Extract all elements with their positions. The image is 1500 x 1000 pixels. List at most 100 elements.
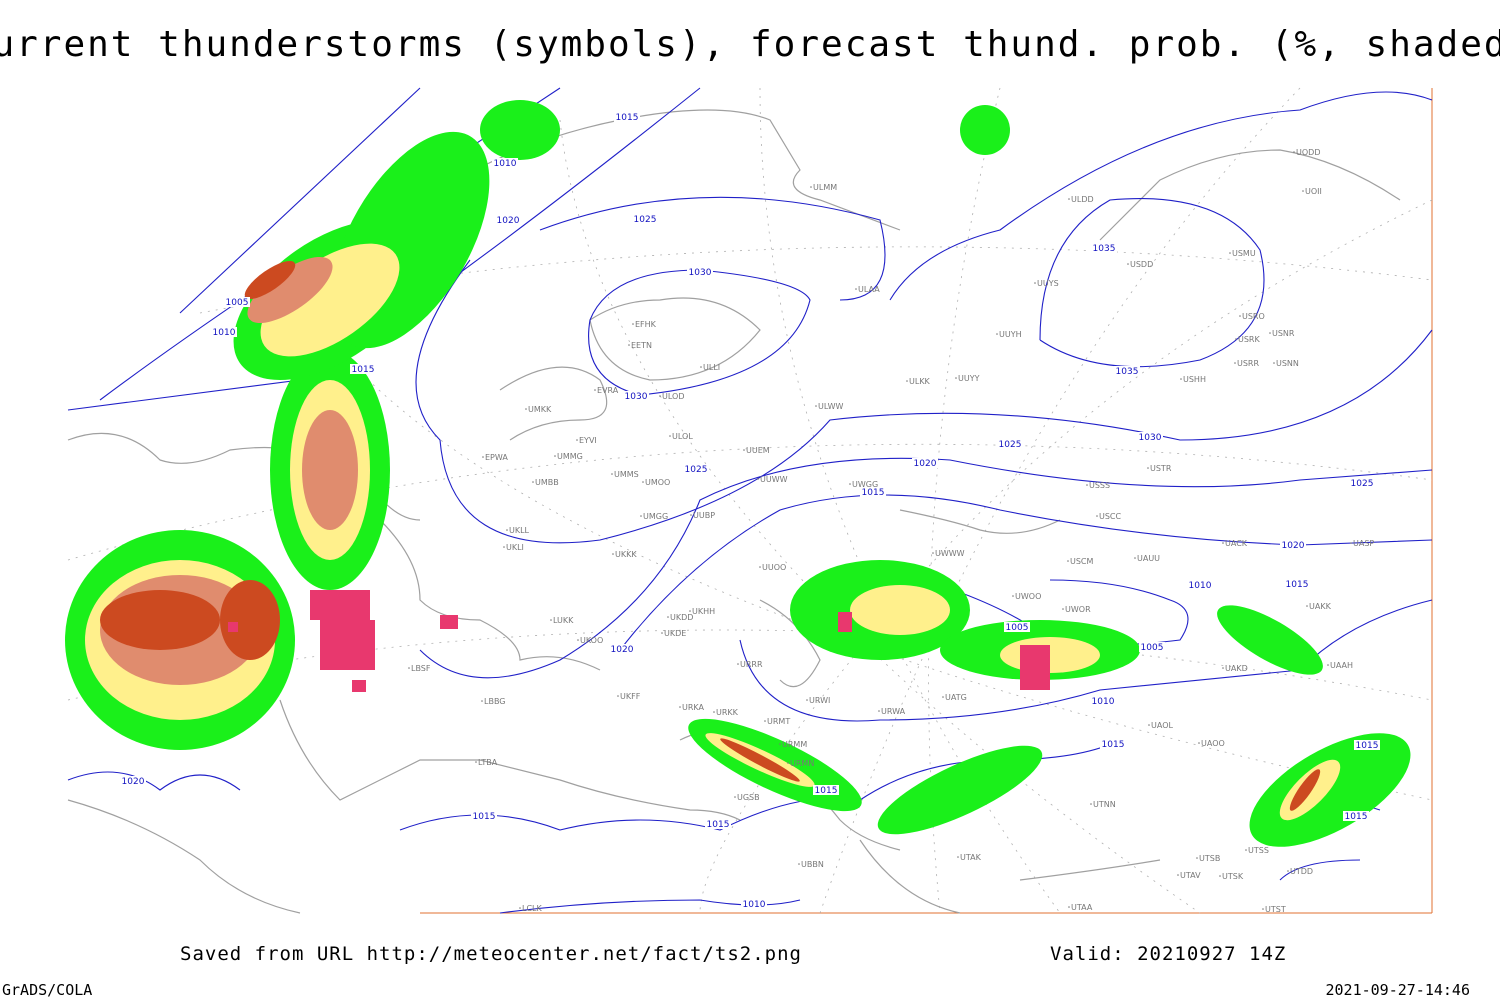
station-dot	[408, 667, 410, 669]
station-label: UTAV	[1180, 871, 1201, 880]
station-dot	[1222, 667, 1224, 669]
station-label: ULAA	[858, 285, 880, 294]
station-dot	[957, 856, 959, 858]
station-label: UUEM	[746, 446, 770, 455]
isobar-label: 1035	[1093, 244, 1116, 254]
station-dot	[757, 478, 759, 480]
station-dot	[849, 483, 851, 485]
isobar-label-bg	[211, 327, 237, 337]
station-label: USNN	[1276, 359, 1299, 368]
station-dot	[550, 619, 552, 621]
station-label: LBBG	[484, 697, 506, 706]
isobar-label-bg	[1114, 366, 1140, 376]
station-label: USDD	[1130, 260, 1153, 269]
station-dot	[815, 405, 817, 407]
isobar-label: 1015	[815, 786, 838, 796]
station-label: UAAH	[1330, 661, 1353, 670]
station-dot	[1096, 515, 1098, 517]
station-dot	[617, 695, 619, 697]
station-label: USRK	[1238, 335, 1260, 344]
station-label: USCC	[1099, 512, 1122, 521]
station-dot	[506, 529, 508, 531]
station-dot	[632, 323, 634, 325]
isobar-label-bg	[1280, 540, 1306, 550]
isobar-label: 1015	[707, 820, 730, 830]
isobar-label-bg	[632, 214, 658, 224]
isobar-label: 1015	[616, 113, 639, 123]
station-dot	[1068, 906, 1070, 908]
station-label: ULMM	[813, 183, 837, 192]
station-label: UKDD	[670, 613, 693, 622]
isobar-label: 1035	[1116, 367, 1139, 377]
isobar-label: 1005	[1006, 623, 1029, 633]
station-label: UUYS	[1037, 279, 1059, 288]
station-label: UAOL	[1151, 721, 1173, 730]
station-label: UTSK	[1222, 872, 1244, 881]
isobar-label-bg	[997, 439, 1023, 449]
isobar-label: 1015	[473, 812, 496, 822]
station-dot	[1196, 857, 1198, 859]
station-label: ULWW	[818, 402, 843, 411]
isobar-label-bg	[1187, 580, 1213, 590]
station-label: URWA	[881, 707, 906, 716]
station-label: URMM	[782, 740, 807, 749]
isobar-label: 1025	[685, 465, 708, 475]
station-dot	[955, 377, 957, 379]
station-label: ULDD	[1071, 195, 1094, 204]
station-label: UUYY	[958, 374, 980, 383]
station-dot	[878, 710, 880, 712]
station-dot	[1350, 542, 1352, 544]
isobar-label-bg	[1349, 478, 1375, 488]
station-label: URKK	[716, 708, 739, 717]
station-dot	[481, 700, 483, 702]
isobar-label: 1010	[1189, 581, 1212, 591]
station-label: UTST	[1265, 905, 1286, 914]
station-label: UGSB	[737, 793, 760, 802]
isobar-label: 1030	[625, 392, 648, 402]
station-dot	[1222, 542, 1224, 544]
station-dot	[1067, 560, 1069, 562]
station-label: UMKK	[528, 405, 552, 414]
station-label: UOII	[1305, 187, 1322, 196]
station-dot	[669, 435, 671, 437]
station-label: UMMS	[614, 470, 639, 479]
station-label: UUYH	[999, 330, 1022, 339]
station-dot	[1235, 338, 1237, 340]
station-labels: ULMM ULDD UODD UOII USDD USMU UUYS ULAA UUYH USRO…	[408, 148, 1374, 914]
isobar-label-bg	[741, 899, 767, 909]
station-label: ULLI	[703, 363, 720, 372]
isobar-label: 1010	[494, 159, 517, 169]
isobar-label-bg	[1137, 432, 1163, 442]
station-dot	[642, 481, 644, 483]
isobar-label-bg	[623, 391, 649, 401]
station-label: URMT	[767, 717, 790, 726]
station-label: URMN	[790, 759, 814, 768]
station-dot	[1147, 467, 1149, 469]
isobar-label: 1025	[999, 440, 1022, 450]
station-label: UWOO	[1015, 592, 1041, 601]
station-label: UTDD	[1290, 867, 1313, 876]
station-label: ULOL	[672, 432, 693, 441]
station-label: UMGG	[643, 512, 668, 521]
station-label: UMBB	[535, 478, 559, 487]
station-label: LCLK	[522, 904, 543, 913]
isobar-label: 1015	[862, 488, 885, 498]
station-dot	[1148, 724, 1150, 726]
station-dot	[855, 288, 857, 290]
isobar-label-bg	[224, 297, 250, 307]
station-dot	[1062, 608, 1064, 610]
isobar-label-bg	[813, 785, 839, 795]
station-label: UACK	[1225, 539, 1248, 548]
station-dot	[1327, 664, 1329, 666]
station-label: UMMG	[557, 452, 583, 461]
isobar-label-bg	[912, 458, 938, 468]
isobar-label: 1020	[611, 645, 634, 655]
valid-time: Valid: 20210927 14Z	[1050, 943, 1286, 965]
isobar-label-bg	[1284, 579, 1310, 589]
station-label: USSS	[1089, 481, 1110, 490]
station-label: UKKK	[615, 550, 637, 559]
isobar-label: 1015	[1345, 812, 1368, 822]
station-label: UUOO	[762, 563, 786, 572]
station-dot	[1127, 263, 1129, 265]
station-label: UATG	[945, 693, 967, 702]
